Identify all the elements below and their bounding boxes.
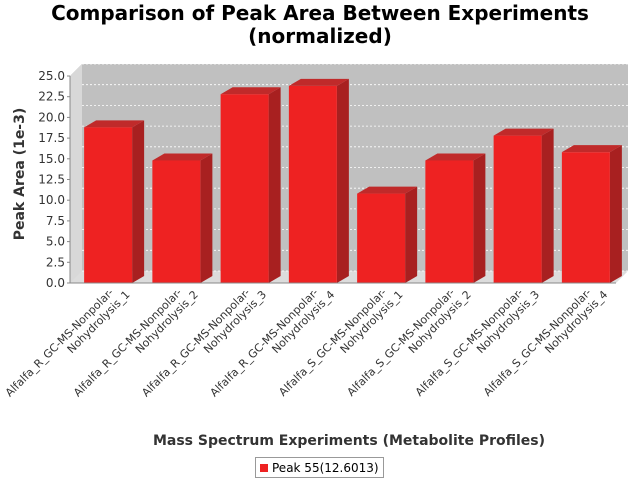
y-tick-label: 17.5 (38, 131, 65, 145)
bar (152, 153, 213, 283)
y-tick-label: 25.0 (38, 69, 65, 83)
y-tick-label: 0.0 (46, 276, 65, 290)
y-tick-label: 2.5 (46, 255, 65, 269)
chart-title: Comparison of Peak Area Between Experime… (0, 2, 640, 48)
bar-top (288, 78, 349, 86)
bar-side (336, 78, 349, 283)
bar-front (84, 127, 133, 283)
x-tick-label: Alfalfa_S_GC-MS-Nonpolar-Nohydrolysis_3 (413, 279, 542, 408)
chart-title-line-1: Comparison of Peak Area Between Experime… (51, 1, 589, 25)
x-tick-label: Alfalfa_R_GC-MS-Nonpolar-Nohydrolysis_4 (208, 279, 338, 409)
bar-front (288, 85, 337, 283)
bar-top (152, 153, 213, 161)
x-tick-label: Alfalfa_S_GC-MS-Nonpolar-Nohydrolysis_1 (276, 279, 405, 408)
x-tick-label: Alfalfa_R_GC-MS-Nonpolar-Nohydrolysis_2 (71, 279, 201, 409)
bar (493, 128, 554, 283)
bar-top (493, 128, 554, 136)
y-axis-title: Peak Area (1e-3) (12, 108, 28, 241)
bar (288, 78, 349, 283)
bar-side (200, 153, 213, 283)
x-tick-label: Alfalfa_R_GC-MS-Nonpolar-Nohydrolysis_1 (3, 279, 133, 409)
bar-top (84, 120, 145, 128)
bar-front (357, 193, 406, 283)
plot-left-wall (70, 64, 82, 283)
x-tick-label: Alfalfa_S_GC-MS-Nonpolar-Nohydrolysis_2 (345, 279, 474, 408)
bar-front (493, 135, 542, 283)
y-tick-label: 20.0 (38, 110, 65, 124)
bar-side (609, 145, 622, 283)
bar-top (425, 153, 486, 161)
y-axis: 0.0 2.5 5.0 7.5 10.0 12.5 15.0 17.5 20.0 22.5 25.0 (38, 69, 71, 290)
bar-top (561, 145, 622, 153)
legend-label: Peak 55(12.6013) (272, 460, 379, 475)
bar-front (561, 152, 610, 283)
x-tick-label: Alfalfa_S_GC-MS-Nonpolar-Nohydrolysis_4 (481, 279, 610, 408)
y-tick-label: 10.0 (38, 193, 65, 207)
bar-top (220, 87, 281, 95)
bars (84, 78, 622, 283)
legend: Peak 55(12.6013) (255, 457, 384, 478)
bar-top (357, 186, 418, 194)
bar-side (132, 120, 145, 283)
bar (357, 186, 418, 283)
y-tick-label: 7.5 (46, 214, 65, 228)
bar-front (220, 94, 269, 283)
legend-swatch (260, 463, 268, 472)
gridlines (82, 63, 628, 272)
bar-front (425, 160, 474, 283)
bar (220, 87, 281, 283)
x-tick-label: Alfalfa_R_GC-MS-Nonpolar-Nohydrolysis_3 (139, 279, 269, 409)
bar (561, 145, 622, 283)
x-axis: Alfalfa_R_GC-MS-Nonpolar-Nohydrolysis_1A… (3, 279, 616, 409)
chart-title-line-2: (normalized) (248, 24, 392, 48)
bar-front (152, 160, 201, 283)
bar-side (268, 87, 281, 283)
y-tick-label: 15.0 (38, 152, 65, 166)
y-tick-label: 12.5 (38, 173, 65, 187)
bar (425, 153, 486, 283)
bar (84, 120, 145, 283)
x-axis-title: Mass Spectrum Experiments (Metabolite Pr… (153, 433, 545, 449)
bar-side (473, 153, 486, 283)
y-tick-label: 22.5 (38, 90, 65, 104)
bar-side (541, 128, 554, 283)
y-tick-label: 5.0 (46, 235, 65, 249)
bar-side (405, 186, 418, 283)
